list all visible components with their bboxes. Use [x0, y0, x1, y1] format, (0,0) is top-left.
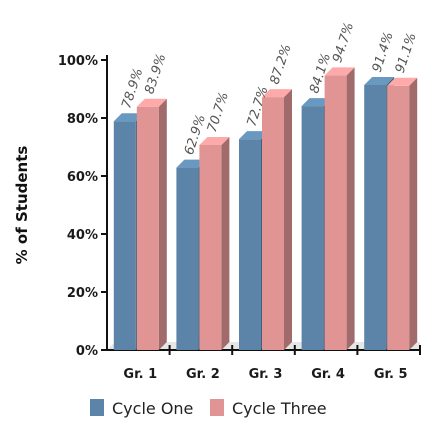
- y-tick-label: 80%: [67, 112, 98, 127]
- data-label: 91.1%: [393, 31, 420, 75]
- y-tick-label: 20%: [67, 286, 98, 301]
- bar-top: [113, 113, 144, 122]
- x-tick-label: Gr. 3: [249, 367, 283, 382]
- y-tick-label: 60%: [67, 170, 98, 185]
- bar-top: [199, 136, 230, 145]
- bar-side: [158, 98, 167, 350]
- legend-label: Cycle One: [112, 399, 193, 418]
- bar-front: [176, 167, 199, 350]
- y-tick-label: 40%: [67, 228, 98, 243]
- data-label: 94.7%: [330, 21, 357, 65]
- bar: [262, 89, 292, 351]
- bar-front: [262, 97, 284, 351]
- bar-front: [364, 84, 387, 350]
- data-label: 83.9%: [142, 52, 169, 96]
- bar-top: [324, 67, 355, 76]
- bars: [113, 67, 418, 351]
- legend-swatch: [90, 399, 104, 416]
- bar-front: [136, 106, 159, 350]
- x-tick-label: Gr. 5: [374, 367, 408, 382]
- x-tick-label: Gr. 4: [311, 367, 345, 382]
- bar-top: [364, 76, 395, 85]
- bar-front: [301, 106, 324, 350]
- bar-front: [324, 75, 347, 351]
- bar-front: [239, 139, 261, 350]
- data-label: 70.7%: [205, 90, 232, 134]
- data-label: 87.2%: [268, 42, 295, 86]
- bar: [199, 136, 230, 350]
- legend-label: Cycle Three: [232, 399, 327, 418]
- bar-side: [409, 77, 418, 350]
- bar-top: [301, 98, 332, 107]
- y-axis-title: % of Students: [13, 146, 31, 265]
- bar-top: [136, 98, 167, 107]
- bar-top: [239, 131, 269, 140]
- bar-side: [221, 136, 230, 350]
- bar: [136, 98, 167, 350]
- legend-item: Cycle One: [90, 399, 193, 418]
- x-tick-label: Gr. 1: [123, 367, 157, 382]
- bar-top: [387, 77, 418, 86]
- bar-front: [113, 121, 136, 350]
- legend-swatch: [210, 399, 224, 416]
- x-tick-label: Gr. 2: [186, 367, 220, 382]
- bar-side: [284, 89, 292, 351]
- bar-side: [346, 67, 355, 351]
- bar-front: [387, 85, 410, 350]
- y-tick-label: 0%: [76, 344, 98, 359]
- bar-top: [176, 159, 207, 168]
- bar-top: [262, 89, 292, 98]
- bar-front: [199, 144, 222, 350]
- legend: Cycle One Cycle Three: [90, 399, 327, 418]
- bar: [324, 67, 355, 351]
- y-tick-label: 100%: [58, 54, 98, 69]
- bar: [387, 77, 418, 350]
- legend-item: Cycle Three: [210, 399, 327, 418]
